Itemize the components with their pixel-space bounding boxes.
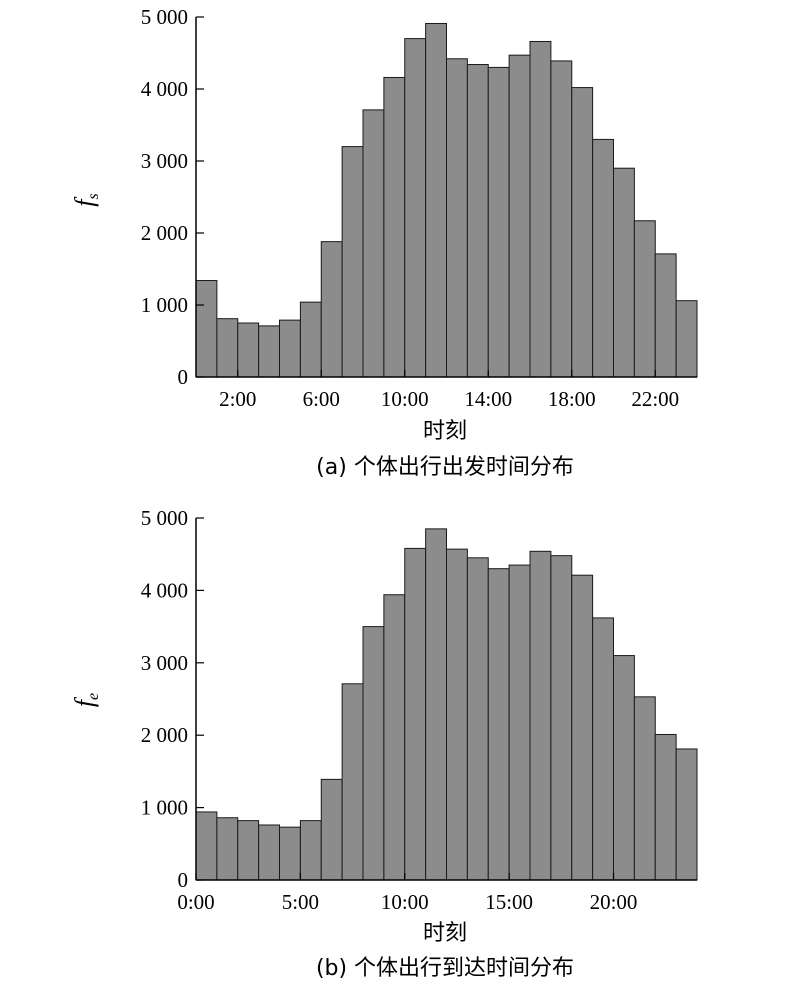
bar-a-hour-21: [633, 220, 656, 378]
y-tick-label-b: 0: [178, 868, 189, 892]
x-tick-label-b: 5:00: [282, 890, 319, 914]
bar-a-hour-18: [571, 87, 594, 378]
bar-b-hour-21: [633, 696, 656, 881]
bar-a-hour-1: [216, 318, 239, 378]
y-tick-label-b: 4 000: [141, 578, 188, 602]
bar-b-hour-12: [446, 548, 468, 881]
y-tick-label-a: 1 000: [141, 293, 188, 317]
y-tick-label-a: 0: [178, 365, 189, 389]
y-tick-label-b: 2 000: [141, 723, 188, 747]
bar-b-hour-20: [613, 655, 635, 881]
bar-a-hour-4: [279, 319, 301, 378]
bar-b-hour-23: [675, 748, 698, 881]
bar-a-hour-22: [654, 253, 677, 378]
bar-b-hour-14: [487, 568, 510, 881]
yticks-a: 0 1 000 2 000 3 000 4 000 5 000: [141, 5, 204, 389]
bar-a-hour-3: [258, 325, 281, 378]
bar-a-hour-12: [446, 58, 468, 378]
bar-b-hour-7: [341, 683, 364, 881]
x-tick-label-b: 20:00: [590, 890, 638, 914]
panel-b-arrival: 0 1 000 2 000 3 000 4 000 5 000 0:00 5:00 10:00…: [70, 506, 698, 981]
bar-b-hour-19: [592, 617, 615, 881]
bar-b-hour-13: [466, 557, 489, 881]
x-tick-label-a: 18:00: [548, 387, 596, 411]
bars-a: [195, 22, 698, 378]
bar-a-hour-5: [299, 301, 322, 378]
y-tick-label-b: 5 000: [141, 506, 188, 530]
y-tick-label-b: 3 000: [141, 651, 188, 675]
caption-b: (b) 个体出行到达时间分布: [316, 956, 574, 981]
bar-b-hour-17: [550, 555, 573, 881]
x-tick-label-b: 0:00: [177, 890, 214, 914]
x-tick-label-b: 10:00: [381, 890, 429, 914]
bar-b-hour-0: [195, 811, 218, 881]
bar-b-hour-16: [529, 550, 552, 881]
bar-a-hour-9: [383, 76, 406, 378]
bar-a-hour-10: [404, 38, 427, 378]
y-axis-label-b: fe: [70, 693, 102, 707]
bar-a-hour-20: [613, 167, 635, 378]
bar-b-hour-15: [508, 564, 531, 881]
bar-a-hour-23: [675, 300, 698, 378]
bar-b-hour-4: [279, 826, 301, 881]
bar-a-hour-7: [341, 146, 364, 378]
xticks-b: 0:00 5:00 10:00 15:00 20:00: [177, 873, 637, 914]
caption-a: (a) 个体出行出发时间分布: [316, 455, 574, 480]
bar-b-hour-18: [571, 574, 594, 881]
x-tick-label-b: 15:00: [485, 890, 533, 914]
yticks-b: 0 1 000 2 000 3 000 4 000 5 000: [141, 506, 204, 892]
x-tick-label-a: 22:00: [631, 387, 679, 411]
y-tick-label-a: 3 000: [141, 149, 188, 173]
bar-b-hour-1: [216, 817, 239, 881]
bar-b-hour-5: [299, 820, 322, 881]
bar-b-hour-9: [383, 594, 406, 881]
y-tick-label-b: 1 000: [141, 796, 188, 820]
xticks-a: 2:00 6:00 10:00 14:00 18:00 22:00: [219, 370, 679, 411]
bar-a-hour-11: [425, 22, 448, 378]
bar-a-hour-14: [487, 66, 510, 378]
x-tick-label-a: 10:00: [381, 387, 429, 411]
x-axis-title-b: 时刻: [423, 921, 467, 946]
bar-a-hour-2: [237, 322, 260, 378]
x-tick-label-a: 14:00: [464, 387, 512, 411]
bar-b-hour-22: [654, 733, 677, 881]
bar-b-hour-2: [237, 820, 260, 881]
bar-a-hour-8: [362, 109, 385, 378]
bar-b-hour-3: [258, 824, 281, 881]
x-tick-label-a: 2:00: [219, 387, 256, 411]
y-axis-label-a: fs: [70, 193, 102, 206]
bar-b-hour-11: [425, 528, 448, 881]
y-tick-label-a: 5 000: [141, 5, 188, 29]
bars-b: [195, 528, 698, 881]
x-tick-label-a: 6:00: [303, 387, 340, 411]
bar-a-hour-15: [508, 54, 531, 378]
y-tick-label-a: 2 000: [141, 221, 188, 245]
bar-b-hour-8: [362, 626, 385, 881]
bar-a-hour-19: [592, 138, 615, 378]
bar-a-hour-17: [550, 60, 573, 378]
bar-b-hour-10: [404, 547, 427, 881]
bar-a-hour-13: [466, 64, 489, 378]
bar-a-hour-6: [320, 241, 343, 378]
axes-a: [195, 17, 697, 378]
x-axis-title-a: 时刻: [423, 419, 467, 444]
panel-a-departure: 0 1 000 2 000 3 000 4 000 5 000 2:00 6:00 10:00…: [70, 5, 698, 480]
bar-a-hour-16: [529, 40, 552, 378]
bar-b-hour-6: [320, 778, 343, 881]
bar-a-hour-0: [195, 280, 218, 378]
y-tick-label-a: 4 000: [141, 77, 188, 101]
